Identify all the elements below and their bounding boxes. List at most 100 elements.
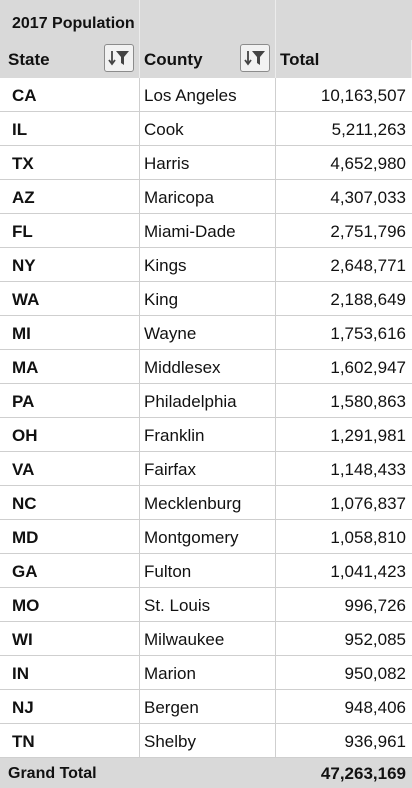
state-cell[interactable]: NJ xyxy=(0,690,140,723)
county-value: Miami-Dade xyxy=(144,222,236,241)
total-cell[interactable]: 948,406 xyxy=(276,690,412,723)
state-cell[interactable]: OH xyxy=(0,418,140,451)
state-value: PA xyxy=(12,392,35,411)
county-value: Kings xyxy=(144,256,187,275)
total-value: 4,307,033 xyxy=(330,188,406,207)
total-cell[interactable]: 1,148,433 xyxy=(276,452,412,485)
state-cell[interactable]: WA xyxy=(0,282,140,315)
total-cell[interactable]: 1,041,423 xyxy=(276,554,412,587)
county-filter-button[interactable] xyxy=(240,44,270,72)
county-value: King xyxy=(144,290,179,309)
table-row: TX Harris 4,652,980 xyxy=(0,146,412,180)
state-cell[interactable]: CA xyxy=(0,78,140,111)
total-cell[interactable]: 4,652,980 xyxy=(276,146,412,179)
county-cell[interactable]: Kings xyxy=(140,248,276,281)
county-cell[interactable]: Fairfax xyxy=(140,452,276,485)
county-header-label: County xyxy=(144,50,203,69)
county-cell[interactable]: Cook xyxy=(140,112,276,145)
county-cell[interactable]: Shelby xyxy=(140,724,276,757)
state-cell[interactable]: NY xyxy=(0,248,140,281)
grand-total-label-cell[interactable]: Grand Total xyxy=(0,758,276,788)
state-cell[interactable]: AZ xyxy=(0,180,140,213)
county-value: Philadelphia xyxy=(144,392,237,411)
empty-header-cell[interactable] xyxy=(140,0,276,40)
total-cell[interactable]: 5,211,263 xyxy=(276,112,412,145)
county-cell[interactable]: Maricopa xyxy=(140,180,276,213)
total-cell[interactable]: 1,602,947 xyxy=(276,350,412,383)
total-cell[interactable]: 950,082 xyxy=(276,656,412,689)
county-cell[interactable]: Mecklenburg xyxy=(140,486,276,519)
table-row: IL Cook 5,211,263 xyxy=(0,112,412,146)
total-cell[interactable]: 1,580,863 xyxy=(276,384,412,417)
total-cell[interactable]: 4,307,033 xyxy=(276,180,412,213)
state-cell[interactable]: MI xyxy=(0,316,140,349)
total-value: 948,406 xyxy=(344,698,406,717)
county-value: Fairfax xyxy=(144,460,196,479)
state-value: MA xyxy=(12,358,39,377)
grand-total-value-cell[interactable]: 47,263,169 xyxy=(276,758,412,788)
total-value: 1,076,837 xyxy=(330,494,406,513)
empty-header-cell[interactable] xyxy=(276,0,412,40)
total-cell[interactable]: 1,076,837 xyxy=(276,486,412,519)
county-cell[interactable]: Fulton xyxy=(140,554,276,587)
state-cell[interactable]: MO xyxy=(0,588,140,621)
total-cell[interactable]: 936,961 xyxy=(276,724,412,757)
state-value: MI xyxy=(12,324,31,343)
state-cell[interactable]: IN xyxy=(0,656,140,689)
state-cell[interactable]: VA xyxy=(0,452,140,485)
total-value: 2,648,771 xyxy=(330,256,406,275)
state-value: WI xyxy=(12,630,33,649)
county-cell[interactable]: Bergen xyxy=(140,690,276,723)
county-cell[interactable]: Miami-Dade xyxy=(140,214,276,247)
county-cell[interactable]: Harris xyxy=(140,146,276,179)
state-cell[interactable]: WI xyxy=(0,622,140,655)
county-value: Cook xyxy=(144,120,184,139)
state-cell[interactable]: MD xyxy=(0,520,140,553)
total-cell[interactable]: 2,751,796 xyxy=(276,214,412,247)
county-cell[interactable]: St. Louis xyxy=(140,588,276,621)
total-cell[interactable]: 10,163,507 xyxy=(276,78,412,111)
total-cell[interactable]: 2,648,771 xyxy=(276,248,412,281)
total-value: 1,041,423 xyxy=(330,562,406,581)
grand-total-label: Grand Total xyxy=(8,765,97,782)
state-cell[interactable]: PA xyxy=(0,384,140,417)
title-cell[interactable]: 2017 Population xyxy=(0,0,140,40)
county-cell[interactable]: Wayne xyxy=(140,316,276,349)
county-value: Bergen xyxy=(144,698,199,717)
total-cell[interactable]: 2,188,649 xyxy=(276,282,412,315)
table-row: MI Wayne 1,753,616 xyxy=(0,316,412,350)
table-row: AZ Maricopa 4,307,033 xyxy=(0,180,412,214)
total-cell[interactable]: 996,726 xyxy=(276,588,412,621)
county-header-cell[interactable]: County xyxy=(140,40,276,78)
total-cell[interactable]: 952,085 xyxy=(276,622,412,655)
total-cell[interactable]: 1,291,981 xyxy=(276,418,412,451)
state-cell[interactable]: GA xyxy=(0,554,140,587)
state-cell[interactable]: IL xyxy=(0,112,140,145)
total-value: 1,148,433 xyxy=(330,460,406,479)
state-value: OH xyxy=(12,426,38,445)
state-cell[interactable]: TN xyxy=(0,724,140,757)
state-cell[interactable]: NC xyxy=(0,486,140,519)
county-cell[interactable]: Marion xyxy=(140,656,276,689)
pivot-title: 2017 Population xyxy=(12,15,135,32)
total-cell[interactable]: 1,753,616 xyxy=(276,316,412,349)
header-row: State County Total xyxy=(0,40,412,78)
total-header-cell[interactable]: Total xyxy=(276,40,412,78)
state-cell[interactable]: FL xyxy=(0,214,140,247)
state-filter-button[interactable] xyxy=(104,44,134,72)
county-cell[interactable]: Milwaukee xyxy=(140,622,276,655)
county-cell[interactable]: Los Angeles xyxy=(140,78,276,111)
total-value: 1,058,810 xyxy=(330,528,406,547)
table-row: TN Shelby 936,961 xyxy=(0,724,412,758)
table-row: IN Marion 950,082 xyxy=(0,656,412,690)
county-cell[interactable]: Franklin xyxy=(140,418,276,451)
county-cell[interactable]: Middlesex xyxy=(140,350,276,383)
state-header-cell[interactable]: State xyxy=(0,40,140,78)
total-cell[interactable]: 1,058,810 xyxy=(276,520,412,553)
county-cell[interactable]: Philadelphia xyxy=(140,384,276,417)
county-cell[interactable]: King xyxy=(140,282,276,315)
county-cell[interactable]: Montgomery xyxy=(140,520,276,553)
state-cell[interactable]: TX xyxy=(0,146,140,179)
state-cell[interactable]: MA xyxy=(0,350,140,383)
county-value: Middlesex xyxy=(144,358,221,377)
